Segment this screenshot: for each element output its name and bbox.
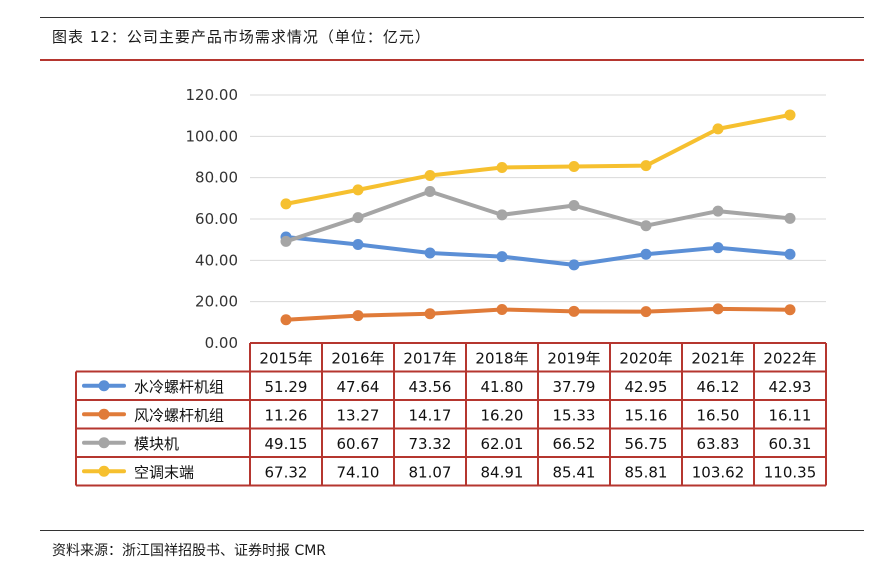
table-value: 73.32	[409, 435, 452, 453]
legend-series-name: 空调末端	[134, 463, 194, 481]
table-value: 60.67	[337, 435, 380, 453]
data-point	[424, 247, 436, 259]
data-point	[568, 305, 580, 317]
data-point	[280, 235, 292, 247]
table-value: 51.29	[265, 378, 308, 396]
data-point	[640, 248, 652, 260]
data-point	[784, 248, 796, 260]
table-value: 60.31	[769, 435, 812, 453]
legend-swatch-marker	[98, 437, 110, 449]
legend-series-name: 风冷螺杆机组	[134, 406, 224, 424]
y-axis-ticks: 0.00 20.00 40.00 60.00 80.00 100.00 120.00	[186, 86, 239, 352]
table-value: 42.93	[769, 378, 812, 396]
source-note: 资料来源：浙江国祥招股书、证券时报 CMR	[52, 543, 327, 559]
x-category-label: 2022年	[763, 349, 816, 367]
table-value: 37.79	[553, 378, 596, 396]
top-thin-rule	[40, 17, 864, 18]
legend-series-name: 水冷螺杆机组	[134, 378, 224, 396]
data-point	[496, 304, 508, 316]
x-category-label: 2019年	[547, 349, 600, 367]
x-category-label: 2020年	[619, 349, 672, 367]
data-point	[352, 239, 364, 251]
table-value: 103.62	[692, 463, 745, 481]
table-value: 67.32	[265, 463, 308, 481]
table-value: 81.07	[409, 463, 452, 481]
y-tick-label: 20.00	[195, 293, 238, 311]
data-point	[712, 123, 724, 135]
data-point	[352, 184, 364, 196]
table-value: 14.17	[409, 406, 452, 424]
series-line	[284, 112, 792, 206]
figure-title: 图表 12：公司主要产品市场需求情况（单位：亿元）	[52, 28, 431, 46]
data-point	[640, 160, 652, 172]
table-value: 42.95	[625, 378, 668, 396]
data-point	[280, 314, 292, 326]
data-point	[280, 198, 292, 210]
data-point	[424, 169, 436, 181]
data-table: 2015年 2016年 2017年 2018年 2019年 2020年 2021年 2022年…	[75, 342, 827, 487]
data-point	[784, 109, 796, 121]
x-category-label: 2016年	[331, 349, 384, 367]
data-point	[568, 160, 580, 172]
data-point	[568, 200, 580, 212]
table-value: 66.52	[553, 435, 596, 453]
series-line	[284, 306, 792, 322]
x-category-label: 2017年	[403, 349, 456, 367]
table-value: 15.33	[553, 406, 596, 424]
data-point	[712, 242, 724, 254]
data-point	[352, 310, 364, 322]
data-point	[568, 259, 580, 271]
table-value: 84.91	[481, 463, 524, 481]
y-tick-label: 120.00	[186, 86, 239, 104]
data-point	[424, 185, 436, 197]
x-category-label: 2018年	[475, 349, 528, 367]
table-value: 11.26	[265, 406, 308, 424]
data-point	[712, 205, 724, 217]
data-point	[640, 220, 652, 232]
y-tick-label: 40.00	[195, 251, 238, 269]
table-value: 56.75	[625, 435, 668, 453]
legend-swatch-marker	[98, 465, 110, 477]
data-point	[712, 303, 724, 315]
x-category-label: 2015年	[259, 349, 312, 367]
legend-swatch-marker	[98, 408, 110, 420]
table-value: 63.83	[697, 435, 740, 453]
table-value: 47.64	[337, 378, 380, 396]
series-line	[284, 235, 792, 267]
legend-swatch-marker	[98, 380, 110, 392]
table-value: 41.80	[481, 378, 524, 396]
data-point	[640, 306, 652, 318]
y-tick-label: 100.00	[186, 127, 239, 145]
data-point	[784, 304, 796, 316]
table-value: 62.01	[481, 435, 524, 453]
table-value: 16.50	[697, 406, 740, 424]
bottom-rule	[40, 530, 864, 531]
title-underline	[40, 59, 864, 61]
table-value: 85.81	[625, 463, 668, 481]
y-tick-label: 60.00	[195, 210, 238, 228]
legend-series-name: 模块机	[134, 435, 179, 453]
x-category-label: 2021年	[691, 349, 744, 367]
table-value: 16.20	[481, 406, 524, 424]
table-value: 74.10	[337, 463, 380, 481]
series-lines	[280, 109, 796, 326]
data-point	[784, 212, 796, 224]
table-value: 15.16	[625, 406, 668, 424]
y-tick-label: 0.00	[205, 334, 238, 352]
table-value: 16.11	[769, 406, 812, 424]
data-point	[352, 212, 364, 224]
y-tick-label: 80.00	[195, 169, 238, 187]
table-value: 85.41	[553, 463, 596, 481]
table-value: 43.56	[409, 378, 452, 396]
data-point	[496, 209, 508, 221]
data-point	[424, 308, 436, 320]
table-value: 49.15	[265, 435, 308, 453]
table-value: 110.35	[764, 463, 817, 481]
series-line	[284, 189, 792, 244]
data-point	[496, 251, 508, 263]
table-value: 13.27	[337, 406, 380, 424]
table-value: 46.12	[697, 378, 740, 396]
data-point	[496, 162, 508, 174]
